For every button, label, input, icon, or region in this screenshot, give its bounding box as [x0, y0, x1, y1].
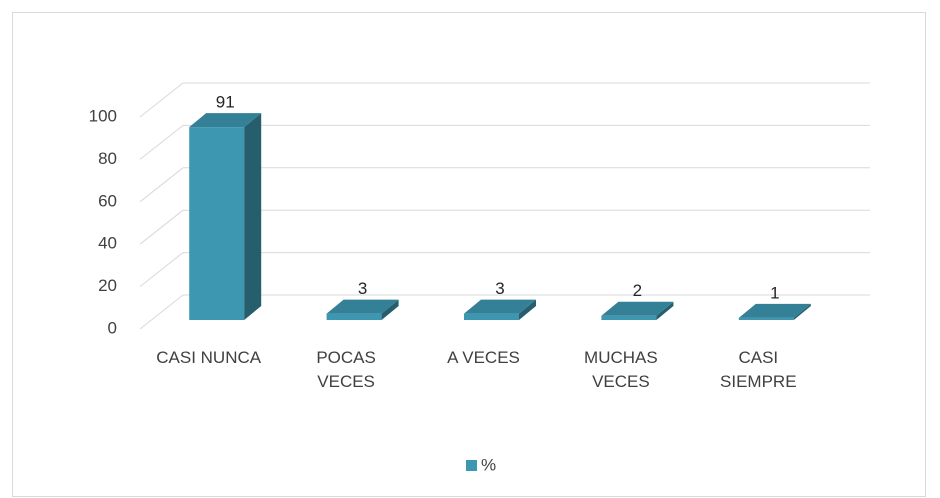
grid-line: [139, 82, 184, 118]
bar-top: [326, 299, 399, 314]
bar: [464, 299, 536, 320]
x-tick-label: POCAS VECES: [316, 348, 376, 391]
data-label: 3: [495, 279, 504, 298]
bar-front: [189, 127, 245, 320]
y-tick-label: 100: [89, 106, 117, 125]
data-label: 1: [770, 283, 779, 302]
data-label: 91: [216, 93, 235, 112]
bar-side: [656, 301, 674, 320]
grid-line: [139, 294, 184, 330]
bar-side: [244, 113, 262, 320]
bar-side: [381, 299, 399, 320]
grid-line: [139, 167, 184, 203]
bar-front: [738, 317, 794, 320]
bar-front: [464, 313, 519, 320]
bar-top: [189, 113, 262, 128]
bar: [601, 301, 674, 320]
x-tick-label: A VECES: [447, 348, 520, 367]
data-label: 2: [633, 281, 642, 300]
bar: [326, 299, 399, 320]
y-tick-label: 20: [98, 276, 117, 295]
x-tick-label: CASI SIEMPRE: [720, 348, 797, 391]
data-label: 3: [358, 279, 367, 298]
bar-side: [793, 303, 811, 320]
chart-border: [12, 12, 926, 497]
x-tick-label: CASI NUNCA: [156, 348, 262, 367]
bar-side: [519, 299, 536, 320]
x-tick-label: MUCHAS VECES: [584, 348, 658, 391]
bar-top: [464, 299, 536, 314]
bar-top: [738, 303, 811, 318]
y-tick-label: 0: [108, 318, 117, 337]
bar-front: [601, 315, 657, 320]
grid-line: [139, 125, 184, 160]
legend-label: %: [481, 455, 496, 474]
legend-swatch: [466, 460, 477, 471]
grid-line: [139, 209, 184, 245]
bar-top: [601, 301, 674, 316]
grid-line: [139, 252, 184, 287]
y-tick-label: 80: [98, 149, 117, 168]
y-tick-label: 60: [98, 191, 117, 210]
bar: [738, 303, 811, 320]
bar-front: [326, 313, 382, 320]
y-tick-label: 40: [98, 234, 117, 253]
bar: [189, 113, 262, 320]
